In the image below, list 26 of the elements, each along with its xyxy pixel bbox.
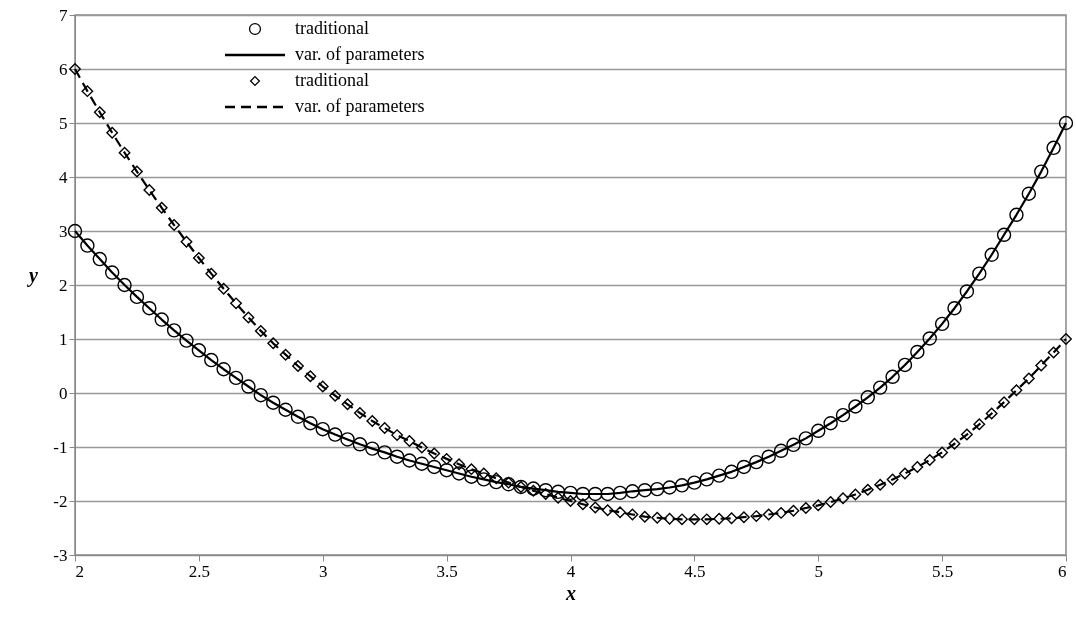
y-axis-title: y — [27, 263, 39, 287]
y-tick-label: 2 — [59, 275, 68, 295]
y-tick-label: 1 — [59, 329, 68, 349]
legend-label: var. of parameters — [295, 44, 425, 64]
x-tick-label: 2.5 — [188, 561, 210, 581]
x-tick-label: 4 — [566, 561, 576, 581]
y-tick-label: 4 — [59, 167, 68, 187]
x-axis-title: x — [565, 581, 576, 604]
x-tick-label: 2 — [75, 561, 84, 581]
legend-label: traditional — [295, 18, 369, 38]
x-tick-label: 4.5 — [684, 561, 706, 581]
x-tick-label: 5 — [814, 561, 823, 581]
y-tick-label: -1 — [53, 437, 68, 457]
y-tick-label: 7 — [59, 5, 68, 25]
y-tick-label: -2 — [53, 491, 68, 511]
legend-label: traditional — [295, 70, 369, 90]
y-tick-label: -3 — [53, 545, 68, 565]
y-tick-label: 6 — [59, 59, 68, 79]
x-tick-label: 6 — [1058, 561, 1067, 581]
y-tick-label: 0 — [59, 383, 68, 403]
x-tick-label: 3 — [319, 561, 328, 581]
legend-label: var. of parameters — [295, 96, 425, 116]
y-tick-label: 5 — [59, 113, 68, 133]
y-tick-label: 3 — [59, 221, 68, 241]
x-tick-label: 3.5 — [436, 561, 458, 581]
x-tick-label: 5.5 — [932, 561, 954, 581]
